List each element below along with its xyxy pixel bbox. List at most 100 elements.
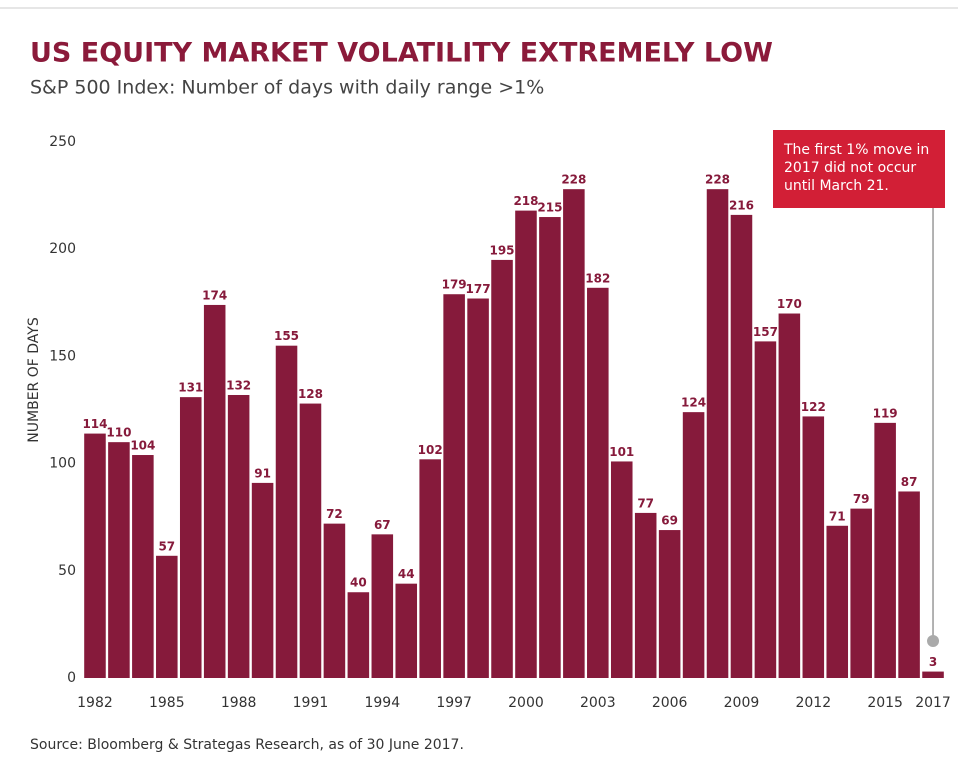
value-label: 157 [753, 325, 778, 339]
value-label: 119 [873, 406, 898, 420]
y-tick-label: 250 [49, 134, 76, 150]
value-label: 110 [106, 426, 131, 440]
x-tick-label: 1997 [436, 695, 472, 711]
value-label: 69 [661, 514, 678, 528]
bar [251, 482, 274, 678]
value-label: 182 [585, 271, 610, 285]
value-label: 77 [637, 496, 654, 510]
bar [802, 416, 825, 678]
value-label: 79 [853, 492, 870, 506]
y-tick-label: 150 [49, 348, 76, 364]
value-label: 174 [202, 288, 227, 302]
bar [84, 433, 106, 678]
value-label: 228 [561, 173, 586, 187]
value-label: 57 [158, 539, 175, 553]
bar [108, 442, 130, 678]
bar [563, 189, 585, 678]
value-label: 104 [130, 439, 155, 453]
x-tick-label: 2012 [795, 695, 831, 711]
bar [443, 294, 465, 678]
bar [395, 583, 418, 678]
bar [275, 345, 298, 678]
value-label: 72 [326, 507, 343, 521]
value-label: 131 [178, 381, 203, 395]
value-label: 179 [442, 278, 467, 292]
value-label: 44 [398, 567, 415, 581]
bar [898, 491, 920, 678]
chart-title: US EQUITY MARKET VOLATILITY EXTREMELY LO… [30, 38, 773, 69]
bar [610, 461, 633, 678]
bar [754, 341, 777, 678]
bar [491, 259, 513, 678]
y-tick-label: 50 [58, 563, 76, 579]
value-label: 71 [829, 509, 846, 523]
value-label: 102 [418, 443, 443, 457]
x-tick-label: 1991 [293, 695, 329, 711]
annotation-box [773, 130, 945, 208]
y-tick-label: 0 [67, 670, 76, 686]
bar [515, 210, 537, 678]
bar [299, 403, 322, 678]
bar [539, 217, 561, 679]
value-label: 218 [513, 194, 538, 208]
value-label: 114 [82, 417, 107, 431]
bar [850, 508, 872, 678]
x-tick-label: 2003 [580, 695, 616, 711]
x-tick-label: 1988 [221, 695, 257, 711]
annotation-dot [927, 635, 940, 647]
x-tick-label: 2017 [915, 695, 951, 711]
bar [874, 422, 896, 678]
bar [634, 512, 657, 678]
bar [132, 455, 154, 678]
value-label: 87 [901, 475, 918, 489]
bar [778, 313, 801, 678]
value-label: 40 [350, 576, 367, 590]
bar [730, 214, 753, 678]
y-axis-title: NUMBER OF DAYS [26, 317, 42, 443]
chart-subtitle: S&P 500 Index: Number of days with daily… [30, 77, 544, 99]
annotation-text: 2017 did not occur [784, 160, 916, 176]
y-tick-label: 100 [49, 456, 76, 472]
bar [682, 412, 705, 678]
x-tick-label: 2006 [652, 695, 688, 711]
value-label: 177 [466, 282, 491, 296]
bar [587, 287, 609, 678]
value-label: 216 [729, 198, 754, 212]
x-tick-label: 1985 [149, 695, 185, 711]
bar [179, 397, 202, 678]
x-tick-label: 2009 [724, 695, 760, 711]
source-note: Source: Bloomberg & Strategas Research, … [30, 737, 464, 753]
value-label: 124 [681, 396, 706, 410]
annotation-text: until March 21. [784, 178, 889, 194]
value-label: 195 [489, 243, 514, 257]
bar [658, 530, 681, 678]
value-label: 170 [777, 297, 802, 311]
bar [419, 459, 441, 678]
annotation-text: The first 1% move in [783, 142, 929, 158]
bar [347, 592, 370, 678]
value-label: 122 [801, 400, 826, 414]
x-tick-label: 1994 [364, 695, 400, 711]
bar [227, 394, 250, 678]
x-tick-label: 2015 [867, 695, 903, 711]
value-label: 101 [609, 445, 634, 459]
bar [156, 555, 178, 678]
bar [922, 671, 944, 678]
value-label: 215 [537, 201, 562, 215]
x-tick-label: 1982 [77, 695, 113, 711]
bar [323, 523, 346, 678]
x-tick-label: 2000 [508, 695, 544, 711]
y-tick-label: 200 [49, 241, 76, 257]
value-label: 128 [298, 387, 323, 401]
bar [371, 534, 394, 678]
bar [203, 304, 226, 678]
value-label: 91 [254, 466, 271, 480]
value-label: 67 [374, 518, 391, 532]
value-label: 228 [705, 173, 730, 187]
value-label: 155 [274, 329, 299, 343]
bar [467, 298, 489, 678]
value-label: 132 [226, 378, 251, 392]
bar [826, 525, 849, 678]
bar [706, 189, 729, 678]
